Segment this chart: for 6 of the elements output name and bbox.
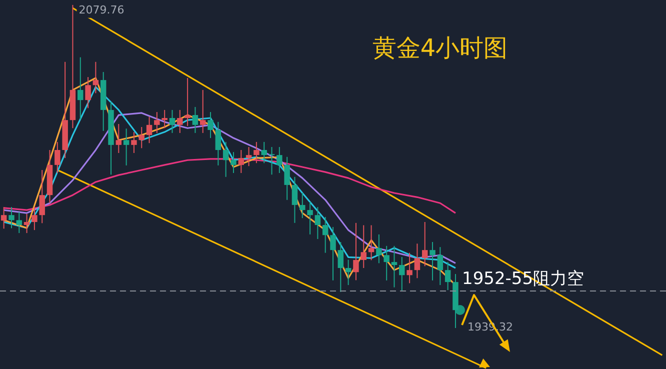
annotation: 2079.76 <box>78 3 124 16</box>
ref-line-label: 1952-55阻力空 <box>462 268 584 289</box>
candlestick <box>131 132 137 154</box>
candlestick <box>230 152 236 174</box>
candlestick <box>154 112 160 134</box>
text: 黄金4小时图 <box>372 34 508 62</box>
